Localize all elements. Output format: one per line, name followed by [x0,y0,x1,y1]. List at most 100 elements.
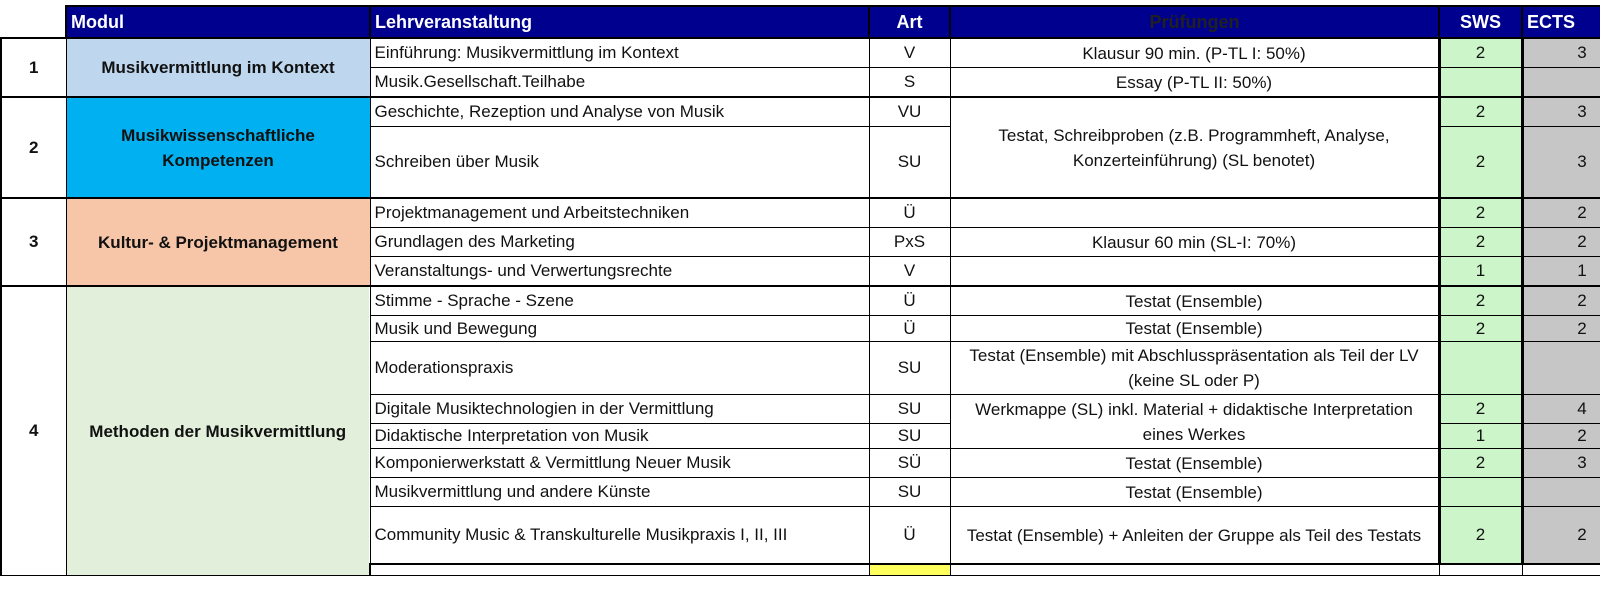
table-row: Grundlagen des Marketing PxS Klausur 60 … [1,227,1600,257]
exam-cell[interactable]: Testat (Ensemble) mit Abschlusspräsentat… [949,341,1440,395]
course-cell[interactable]: Musik.Gesellschaft.Teilhabe [369,67,870,98]
ects-cell[interactable]: 2 [1521,227,1600,257]
exam-cell[interactable]: Testat (Ensemble) [949,477,1440,507]
course-cell[interactable]: Schreiben über Musik [369,126,870,199]
module-name-partial [868,563,951,576]
table-row: Komponierwerkstatt & Vermittlung Neuer M… [1,448,1600,478]
type-cell[interactable]: SÜ [868,448,951,478]
module-name: Methoden der Musikvermittlung [65,285,371,576]
module-number: 2 [0,96,67,199]
sws-cell[interactable]: 1 [1437,423,1524,449]
sws-cell[interactable] [1437,477,1524,507]
course-cell[interactable]: Geschichte, Rezeption und Analyse von Mu… [369,96,870,127]
course-cell[interactable]: Grundlagen des Marketing [369,227,870,257]
type-cell[interactable]: SU [868,126,951,199]
header-sws: SWS [1438,5,1523,39]
sws-cell[interactable] [1437,67,1524,98]
sws-cell[interactable]: 2 [1437,126,1524,199]
header-ects: ECTS [1521,5,1600,39]
type-cell[interactable]: V [868,37,951,68]
sws-cell[interactable]: 2 [1437,37,1524,68]
course-cell[interactable]: Stimme - Sprache - Szene [369,285,870,316]
ects-cell[interactable]: 2 [1521,197,1600,228]
course-cell[interactable]: Community Music & Transkulturelle Musikp… [369,506,870,565]
exam-cell[interactable]: Klausur 90 min. (P-TL I: 50%) [949,37,1440,68]
course-cell[interactable]: Komponierwerkstatt & Vermittlung Neuer M… [369,448,870,478]
type-cell[interactable]: Ü [868,315,951,342]
type-cell[interactable]: SU [868,341,951,395]
exam-cell[interactable]: Werkmappe (SL) inkl. Material + didaktis… [949,394,1440,449]
exam-cell-partial[interactable] [1521,563,1600,576]
ects-cell[interactable]: 2 [1521,506,1600,565]
type-cell[interactable]: VU [868,96,951,127]
exam-cell[interactable]: Testat, Schreibproben (z.B. Programmheft… [949,96,1440,199]
ects-cell[interactable] [1521,341,1600,395]
ects-cell[interactable] [1521,477,1600,507]
table-row: 4 Methoden der Musikvermittlung Stimme -… [0,285,1600,576]
course-cell[interactable]: Einführung: Musikvermittlung im Kontext [369,37,870,68]
type-cell[interactable]: Ü [868,285,951,316]
header-pruefungen: Prüfungen [949,5,1440,39]
ects-cell[interactable]: 2 [1521,315,1600,342]
table-row [1,563,1600,576]
header-lehrveranstaltung: Lehrveranstaltung [369,5,870,39]
type-cell[interactable]: SU [868,394,951,424]
table-row: Moderationspraxis SU Testat (Ensemble) m… [1,341,1600,395]
type-cell[interactable]: SU [868,423,951,449]
sws-cell[interactable]: 1 [1437,256,1524,287]
ects-cell[interactable]: 3 [1521,96,1600,127]
ects-cell[interactable]: 3 [1521,37,1600,68]
course-cell[interactable]: Didaktische Interpretation von Musik [369,423,870,449]
type-cell[interactable]: PxS [868,227,951,257]
sws-cell[interactable]: 2 [1437,197,1524,228]
module-number: 1 [0,37,67,98]
sws-cell[interactable]: 2 [1437,394,1524,424]
type-cell[interactable]: V [868,256,951,287]
course-cell[interactable]: Digitale Musiktechnologien in der Vermit… [369,394,870,424]
course-cell[interactable]: Projektmanagement und Arbeitstechniken [369,197,870,228]
exam-cell[interactable]: Klausur 60 min (SL-I: 70%) [949,227,1440,257]
type-cell[interactable]: S [868,67,951,98]
course-cell-partial[interactable] [949,563,1440,576]
module-name: Musikwissenschaftliche Kompetenzen [65,96,371,199]
ects-cell[interactable]: 1 [1521,256,1600,287]
course-cell[interactable]: Veranstaltungs- und Verwertungsrechte [369,256,870,287]
module-name: Kultur- & Projektmanagement [65,197,371,287]
table-row: 3 Kultur- & Projektmanagement Projektman… [0,197,1600,287]
sws-cell[interactable]: 2 [1437,506,1524,565]
type-cell-partial[interactable] [1438,563,1523,576]
ects-cell[interactable]: 2 [1521,285,1600,316]
ects-cell[interactable]: 4 [1521,394,1600,424]
type-cell[interactable]: Ü [868,197,951,228]
course-cell[interactable]: Musik und Bewegung [369,315,870,342]
sws-cell[interactable]: 2 [1437,285,1524,316]
sws-cell[interactable] [1437,341,1524,395]
module-table: Modul Lehrveranstaltung Art Prüfungen SW… [0,5,1600,576]
sws-cell[interactable]: 2 [1437,448,1524,478]
sws-cell[interactable]: 2 [1437,96,1524,127]
exam-cell[interactable] [949,256,1440,287]
exam-cell[interactable]: Essay (P-TL II: 50%) [949,67,1440,98]
course-cell[interactable]: Musikvermittlung und andere Künste [369,477,870,507]
sws-cell[interactable]: 2 [1437,227,1524,257]
type-cell[interactable]: Ü [868,506,951,565]
ects-cell[interactable] [1521,67,1600,98]
exam-cell[interactable] [949,197,1440,228]
exam-cell[interactable]: Testat (Ensemble) + Anleiten der Gruppe … [949,506,1440,565]
ects-cell[interactable]: 2 [1521,423,1600,449]
table-row: 1 Musikvermittlung im Kontext Einführung… [0,37,1600,98]
ects-cell[interactable]: 3 [1521,126,1600,199]
type-cell[interactable]: SU [868,477,951,507]
header-modul: Modul [65,5,371,39]
header-row: Modul Lehrveranstaltung Art Prüfungen SW… [1,5,1600,39]
sws-cell[interactable]: 2 [1437,315,1524,342]
table-row: 2 Musikwissenschaftliche Kompetenzen Ges… [0,96,1600,199]
module-number: 4 [0,285,67,576]
table-row: Community Music & Transkulturelle Musikp… [1,506,1600,565]
exam-cell[interactable]: Testat (Ensemble) [949,448,1440,478]
exam-cell[interactable]: Testat (Ensemble) [949,285,1440,316]
course-cell[interactable]: Moderationspraxis [369,341,870,395]
exam-cell[interactable]: Testat (Ensemble) [949,315,1440,342]
ects-cell[interactable]: 3 [1521,448,1600,478]
